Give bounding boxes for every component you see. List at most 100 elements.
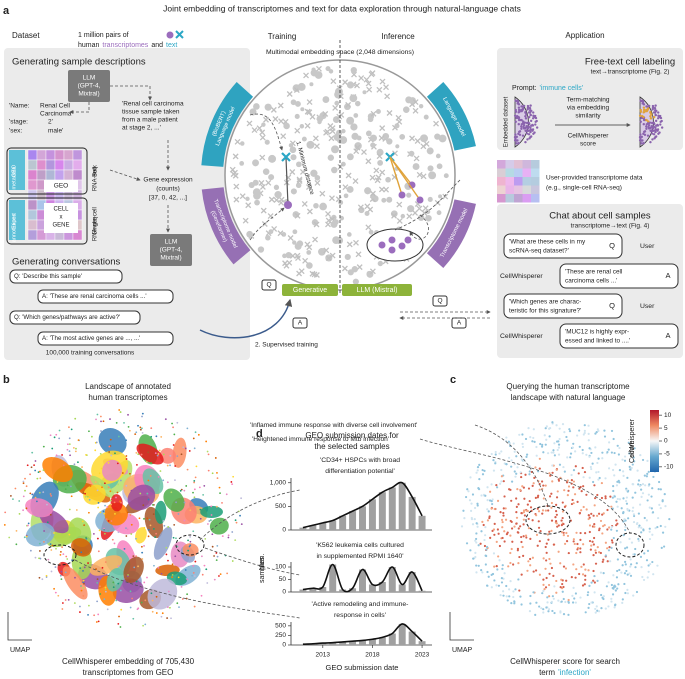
umap-dot: [533, 440, 536, 443]
umap-dot: [112, 586, 115, 589]
umap-dot: [597, 457, 600, 460]
umap-dot: [495, 540, 498, 544]
umap-dot: [187, 539, 189, 542]
label: Application: [565, 31, 604, 40]
umap-dot: [104, 561, 107, 563]
embedding-dot: [394, 123, 400, 129]
umap-dot: [588, 602, 591, 606]
umap-dot: [499, 511, 502, 514]
label: RNA-seq: [93, 217, 99, 241]
umap-dot: [612, 536, 615, 540]
embedding-cross: [337, 163, 344, 170]
umap-dot: [616, 505, 619, 508]
embedding-cross: [376, 153, 383, 160]
umap-dot: [616, 558, 619, 561]
umap-dot: [604, 495, 607, 498]
umap-dot: [154, 452, 157, 455]
embedding-cross: [309, 113, 316, 120]
umap-dot: [151, 599, 154, 602]
umap-dot: [43, 540, 45, 543]
umap-dot: [186, 593, 189, 596]
embedding-dot: [325, 66, 331, 72]
umap-dot: [578, 572, 581, 576]
umap-dot: [88, 498, 91, 501]
umap-dot: [629, 565, 632, 568]
umap-dot: [643, 516, 646, 520]
umap-dot: [483, 538, 486, 542]
umap-dot: [604, 497, 607, 500]
umap-dot: [515, 455, 518, 458]
cell-dot: [640, 135, 644, 139]
label: Renal Cell: [40, 103, 71, 110]
umap-dot: [505, 436, 508, 439]
umap-dot: [578, 511, 582, 515]
embedding-cross: [367, 206, 374, 213]
umap-dot: [568, 430, 572, 433]
umap-dot: [33, 464, 36, 467]
label: Q: [609, 301, 615, 310]
embedding-cross: [313, 221, 320, 228]
umap-dot: [123, 548, 126, 550]
umap-dot: [512, 442, 515, 445]
umap-dot: [579, 531, 582, 535]
umap-dot: [125, 484, 128, 487]
umap-dot: [639, 503, 642, 506]
embedding-dot: [252, 179, 259, 186]
umap-dot: [594, 497, 597, 500]
umap-dot: [54, 566, 57, 568]
umap-dot: [182, 446, 185, 449]
umap-dot: [641, 575, 644, 579]
embedding-cross: [294, 127, 301, 134]
bar: [368, 499, 376, 530]
cell-dot: [659, 120, 662, 123]
umap-dot: [183, 501, 186, 504]
umap-dot: [517, 527, 520, 530]
umap-dot: [557, 453, 561, 456]
umap-dot: [551, 595, 554, 598]
umap-dot: [598, 527, 601, 530]
label: Generative: [293, 287, 327, 294]
label: CELL: [53, 207, 69, 213]
umap-dot: [470, 518, 474, 521]
umap-dot: [99, 511, 102, 514]
umap-dot: [563, 542, 567, 545]
umap-dot: [646, 472, 649, 475]
umap-dot: [483, 544, 487, 548]
embedding-cross: [306, 99, 313, 106]
umap-dot: [597, 470, 600, 474]
umap-dot: [631, 510, 634, 513]
cell-dot: [642, 142, 645, 145]
umap-dot: [624, 519, 627, 522]
umap-dot: [136, 608, 139, 611]
umap-dot: [567, 485, 571, 488]
umap-dot: [60, 570, 63, 573]
umap-dot: [496, 499, 500, 502]
cell-dot: [529, 113, 532, 117]
umap-dot: [559, 611, 562, 614]
embedding-dot: [346, 153, 354, 161]
cell-dot: [645, 108, 648, 112]
umap-dot: [490, 507, 493, 510]
umap-dot: [486, 508, 489, 511]
umap-dot: [521, 442, 524, 445]
umap-dot: [506, 599, 509, 602]
umap-dot: [463, 516, 466, 520]
umap-dot: [206, 582, 209, 584]
umap-dot: [180, 488, 183, 491]
umap-dot: [557, 599, 560, 602]
umap-dot: [82, 579, 85, 582]
umap-dot: [497, 555, 500, 558]
umap-dot: [589, 465, 592, 469]
umap-dot: [462, 509, 465, 512]
umap-dot: [199, 517, 202, 520]
umap-dot: [555, 513, 558, 516]
umap-dot: [129, 590, 132, 593]
umap-dot: [628, 452, 631, 455]
umap-dot: [639, 454, 642, 457]
umap-dot: [147, 479, 150, 482]
umap-dot: [489, 490, 492, 493]
umap-dot: [29, 473, 32, 476]
umap-dot: [82, 570, 84, 572]
umap-dot: [580, 509, 583, 512]
umap-dot: [96, 600, 99, 603]
